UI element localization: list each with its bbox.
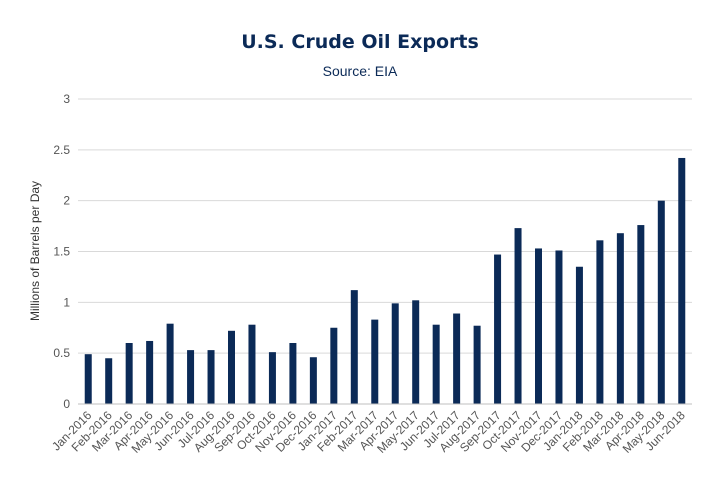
y-tick-label: 3 [63, 92, 70, 106]
y-axis-label: Millions of Barrels per Day [28, 181, 42, 321]
bar [309, 357, 317, 404]
y-tick-label: 0 [63, 397, 70, 411]
bar [371, 319, 379, 404]
bar [146, 340, 154, 404]
bar [289, 343, 297, 404]
y-tick-label: 1.5 [53, 245, 70, 259]
y-tick-label: 2 [63, 194, 70, 208]
bar [330, 327, 338, 404]
y-tick-label: 1 [63, 295, 70, 309]
y-tick-label: 2.5 [53, 143, 70, 157]
bar [473, 325, 481, 404]
chart-title: U.S. Crude Oil Exports [241, 31, 479, 53]
bar [678, 157, 686, 404]
bars [84, 157, 686, 404]
bar [248, 324, 256, 404]
bar [125, 343, 133, 404]
bar [637, 225, 645, 404]
bar [555, 250, 563, 404]
bar [453, 313, 461, 404]
bar [207, 350, 215, 404]
bar [616, 233, 624, 404]
bar [105, 358, 113, 404]
bar [187, 350, 195, 404]
y-axis-ticks: 0 0.5 1 1.5 2 2.5 3 [53, 92, 70, 411]
bar [657, 200, 665, 404]
bar [268, 352, 276, 404]
bar [350, 290, 358, 404]
y-tick-label: 0.5 [53, 346, 70, 360]
bar [432, 324, 440, 404]
bar [84, 354, 92, 404]
bar [514, 228, 522, 404]
bar [535, 248, 542, 404]
bar [494, 254, 502, 404]
bar [228, 330, 235, 404]
chart-subtitle: Source: EIA [323, 63, 398, 79]
bar [575, 266, 583, 404]
bar [391, 303, 399, 404]
bar [596, 240, 604, 404]
gridlines [78, 98, 692, 354]
x-axis-ticks: Jan-2016Feb-2016Mar-2016Apr-2016May-2016… [49, 408, 688, 456]
bar [412, 300, 420, 404]
bar [166, 323, 174, 404]
